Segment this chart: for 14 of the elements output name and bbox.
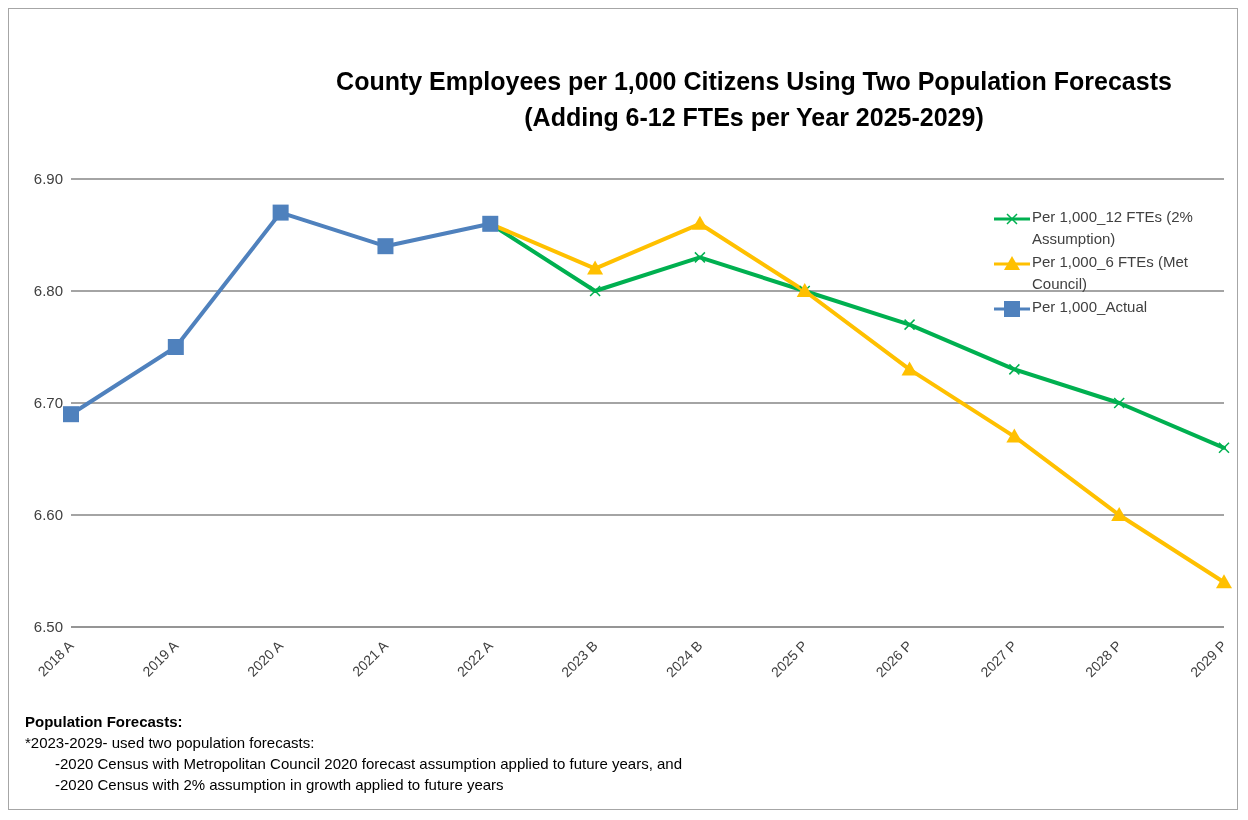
y-tick-label: 6.70 [33,394,63,412]
y-tick-label: 6.60 [33,506,63,524]
chart-subtitle: (Adding 6-12 FTEs per Year 2025-2029) [523,102,985,133]
y-tick-label: 6.80 [33,282,63,300]
text: Population Forecasts: [25,712,184,732]
text: -2020 Census with 2% assumption in growth applied to future years [54,775,505,795]
legend-label: Per 1,000_Actual [1032,297,1148,317]
text: -2020 Census with Metropolitan Council 2020 forecast assumption applied to future years, and [54,754,683,774]
y-tick-label: 6.50 [33,618,63,636]
legend-label: Per 1,000_12 FTEs (2% Assumption) [1032,207,1194,249]
text: *2023-2029- used two population forecasts: [25,733,316,753]
y-tick-label: 6.90 [33,170,63,188]
legend-label: Per 1,000_6 FTEs (Met Council) [1032,252,1189,294]
chart-title: County Employees per 1,000 Citizens Using Two Population Forecasts [335,66,1173,97]
